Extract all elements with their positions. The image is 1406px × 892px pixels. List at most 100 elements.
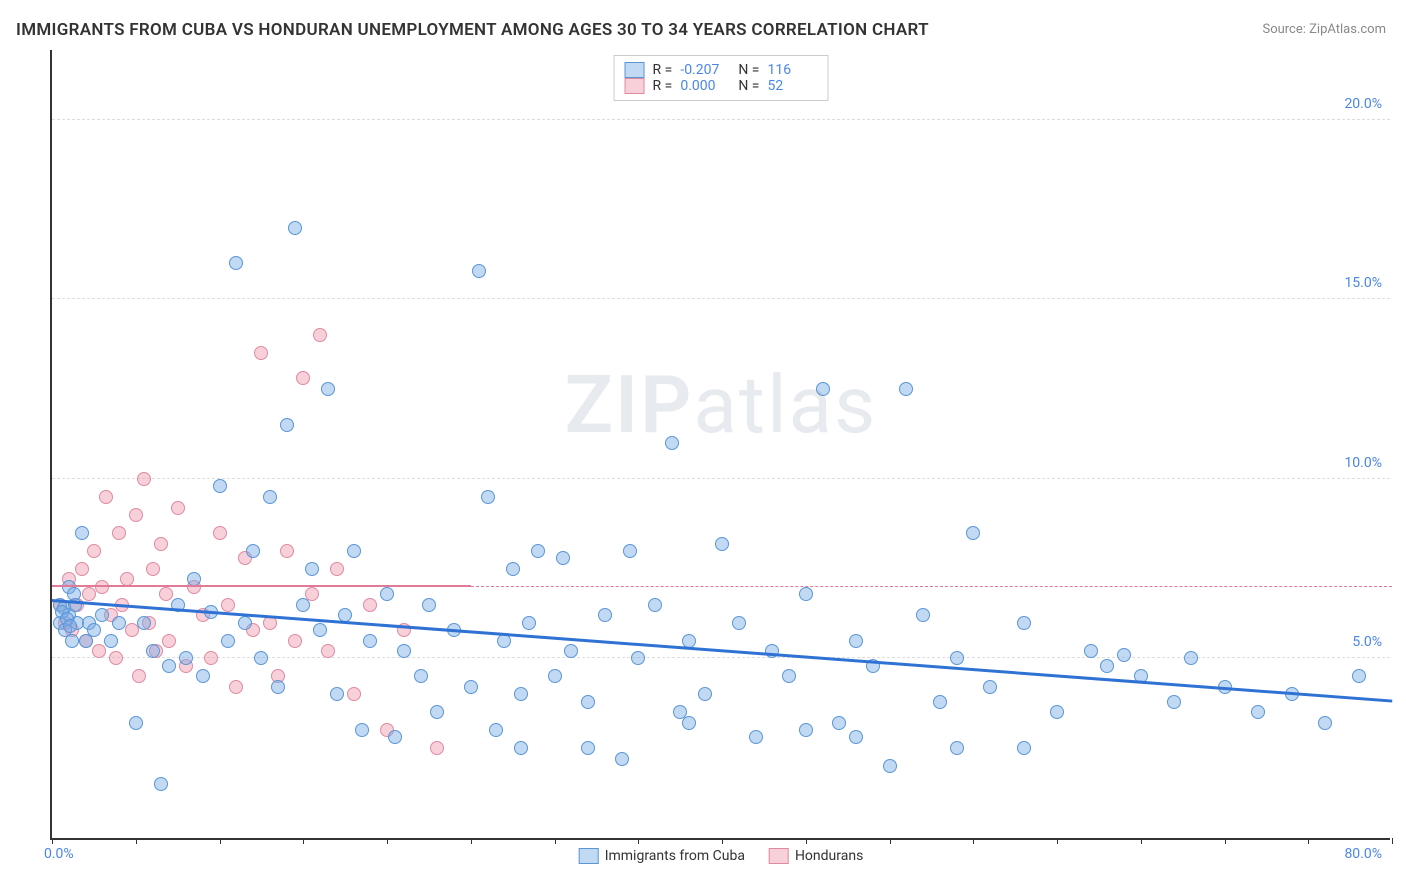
point-series1 <box>112 616 126 630</box>
point-series2 <box>347 687 361 701</box>
point-series1 <box>221 634 235 648</box>
point-series1 <box>1117 648 1131 662</box>
point-series1 <box>388 730 402 744</box>
point-series2 <box>87 544 101 558</box>
point-series1 <box>137 616 151 630</box>
point-series1 <box>950 651 964 665</box>
point-series1 <box>883 759 897 773</box>
legend-item-2: Hondurans <box>769 848 863 864</box>
legend-row-2: R = 0.000 N = 52 <box>625 78 818 94</box>
point-series2 <box>162 634 176 648</box>
x-tick <box>722 838 723 844</box>
watermark: ZIPatlas <box>565 358 878 452</box>
point-series1 <box>950 741 964 755</box>
point-series1 <box>799 723 813 737</box>
legend-row-1: R = -0.207 N = 116 <box>625 62 818 78</box>
point-series1 <box>682 716 696 730</box>
regression-line-series1 <box>52 599 1392 702</box>
point-series1 <box>238 616 252 630</box>
x-tick <box>303 838 304 844</box>
point-series1 <box>481 490 495 504</box>
point-series1 <box>414 669 428 683</box>
point-series1 <box>75 526 89 540</box>
point-series1 <box>933 695 947 709</box>
point-series2 <box>296 371 310 385</box>
legend-series: Immigrants from Cuba Hondurans <box>579 848 864 864</box>
point-series1 <box>581 695 595 709</box>
point-series1 <box>514 741 528 755</box>
point-series1 <box>648 598 662 612</box>
point-series1 <box>1251 705 1265 719</box>
point-series2 <box>363 598 377 612</box>
point-series1 <box>246 544 260 558</box>
point-series1 <box>347 544 361 558</box>
point-series1 <box>665 436 679 450</box>
point-series1 <box>1184 651 1198 665</box>
y-tick-label: 20.0% <box>1344 96 1382 112</box>
point-series2 <box>109 651 123 665</box>
point-series1 <box>1318 716 1332 730</box>
x-tick <box>136 838 137 844</box>
point-series1 <box>305 562 319 576</box>
point-series1 <box>397 644 411 658</box>
point-series1 <box>154 777 168 791</box>
point-series1 <box>598 608 612 622</box>
legend-correlation: R = -0.207 N = 116 R = 0.000 N = 52 <box>614 55 829 101</box>
point-series1 <box>732 616 746 630</box>
x-axis-min-label: 0.0% <box>44 846 74 862</box>
x-tick <box>638 838 639 844</box>
y-tick-label: 5.0% <box>1352 634 1382 650</box>
regression-line-series2-extrapolated <box>471 586 1392 587</box>
y-tick-label: 15.0% <box>1344 275 1382 291</box>
point-series1 <box>1167 695 1181 709</box>
point-series1 <box>229 256 243 270</box>
point-series1 <box>715 537 729 551</box>
point-series1 <box>95 608 109 622</box>
point-series2 <box>137 472 151 486</box>
x-tick <box>1225 838 1226 844</box>
point-series1 <box>849 634 863 648</box>
point-series2 <box>132 669 146 683</box>
x-tick <box>387 838 388 844</box>
x-tick <box>806 838 807 844</box>
point-series2 <box>321 644 335 658</box>
point-series1 <box>698 687 712 701</box>
point-series2 <box>159 587 173 601</box>
point-series2 <box>171 501 185 515</box>
point-series1 <box>1352 669 1366 683</box>
point-series1 <box>146 644 160 658</box>
x-tick <box>52 838 53 844</box>
point-series1 <box>782 669 796 683</box>
point-series1 <box>288 221 302 235</box>
gridline <box>52 478 1390 479</box>
point-series1 <box>430 705 444 719</box>
point-series1 <box>179 651 193 665</box>
point-series1 <box>63 619 77 633</box>
point-series1 <box>422 598 436 612</box>
point-series2 <box>229 680 243 694</box>
point-series1 <box>623 544 637 558</box>
point-series2 <box>75 562 89 576</box>
point-series1 <box>615 752 629 766</box>
point-series1 <box>104 634 118 648</box>
point-series1 <box>1017 741 1031 755</box>
point-series2 <box>430 741 444 755</box>
point-series1 <box>1017 616 1031 630</box>
point-series1 <box>363 634 377 648</box>
point-series1 <box>1050 705 1064 719</box>
gridline <box>52 119 1390 120</box>
x-tick <box>973 838 974 844</box>
point-series2 <box>99 490 113 504</box>
point-series2 <box>330 562 344 576</box>
x-tick <box>1057 838 1058 844</box>
point-series2 <box>204 651 218 665</box>
point-series1 <box>330 687 344 701</box>
point-series1 <box>799 587 813 601</box>
point-series1 <box>296 598 310 612</box>
point-series1 <box>506 562 520 576</box>
point-series1 <box>899 382 913 396</box>
point-series2 <box>313 328 327 342</box>
point-series1 <box>162 659 176 673</box>
point-series1 <box>464 680 478 694</box>
point-series2 <box>280 544 294 558</box>
